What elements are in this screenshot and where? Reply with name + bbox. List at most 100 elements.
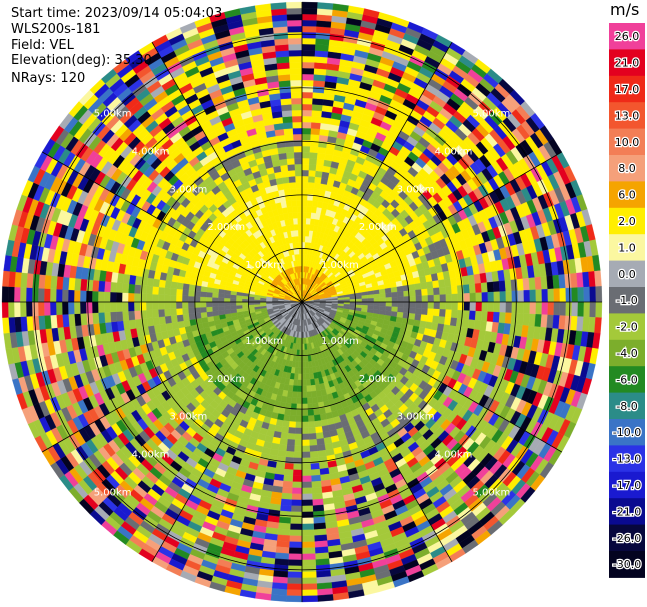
velocity-cell — [152, 309, 159, 318]
velocity-cell — [116, 282, 124, 293]
velocity-cell — [301, 415, 309, 423]
velocity-cell — [283, 128, 294, 136]
velocity-cell — [421, 288, 428, 296]
velocity-cell — [535, 289, 543, 303]
velocity-cell — [223, 297, 231, 303]
velocity-cell — [301, 67, 315, 75]
velocity-cell — [278, 152, 288, 160]
velocity-cell — [301, 547, 316, 555]
velocity-cell — [426, 281, 434, 289]
velocity-cell — [293, 145, 303, 153]
velocity-cell — [205, 306, 213, 313]
velocity-cell — [433, 301, 441, 310]
velocity-cell — [280, 432, 289, 440]
velocity-cell — [462, 310, 470, 320]
velocity-cell — [462, 284, 470, 294]
velocity-cell — [294, 163, 303, 171]
velocity-cell — [80, 313, 88, 326]
velocity-cell — [498, 312, 506, 324]
velocity-cell — [390, 286, 398, 293]
velocity-cell — [301, 541, 316, 549]
velocity-cell — [385, 292, 393, 298]
velocity-cell — [315, 164, 324, 172]
velocity-cell — [157, 294, 165, 303]
velocity-cell — [427, 288, 434, 296]
velocity-cell — [287, 433, 296, 440]
velocity-cell — [522, 313, 530, 326]
velocity-cell — [311, 396, 319, 404]
velocity-cell — [492, 281, 500, 293]
velocity-cell — [397, 301, 405, 308]
velocity-cell — [301, 505, 314, 513]
velocity-cell — [290, 79, 303, 87]
velocity-cell — [301, 487, 313, 495]
velocity-cell — [146, 317, 155, 327]
velocity-cell — [175, 295, 183, 303]
velocity-cell — [279, 86, 292, 94]
velocity-cell — [291, 487, 303, 495]
velocity-cell — [291, 493, 303, 501]
velocity-cell — [291, 205, 298, 213]
velocity-cell — [313, 528, 327, 536]
velocity-cell — [292, 475, 303, 483]
velocity-cell — [282, 420, 290, 428]
velocity-cell — [505, 301, 513, 314]
velocity-cell — [288, 218, 295, 226]
velocity-cell — [409, 307, 417, 315]
velocity-cell — [308, 427, 316, 434]
velocity-cell — [523, 289, 531, 303]
velocity-cell — [286, 158, 295, 165]
velocity-cell — [292, 121, 303, 129]
velocity-cell — [297, 211, 303, 219]
velocity-cell — [121, 292, 129, 303]
velocity-cell — [295, 421, 303, 429]
velocity-cell — [286, 206, 293, 214]
velocity-cell — [289, 61, 303, 69]
velocity-cell — [285, 451, 295, 458]
velocity-cell — [229, 298, 237, 303]
velocity-cell — [277, 146, 287, 155]
velocity-cell — [306, 211, 312, 219]
velocity-cell — [280, 498, 292, 506]
velocity-cell — [67, 301, 75, 315]
velocity-cell — [309, 378, 316, 386]
velocity-cell — [116, 311, 124, 322]
velocity-cell — [86, 312, 94, 325]
velocity-cell — [289, 182, 297, 189]
velocity-cell — [301, 451, 311, 459]
velocity-cell — [474, 310, 482, 321]
velocity-cell — [176, 308, 183, 316]
velocity-cell — [301, 163, 310, 171]
velocity-cell — [516, 313, 524, 326]
velocity-cell — [301, 367, 306, 375]
velocity-cell — [282, 116, 293, 124]
velocity-cell — [304, 361, 310, 369]
velocity-cell — [415, 307, 422, 315]
velocity-cell — [307, 409, 315, 417]
velocity-cell — [187, 295, 195, 303]
velocity-cell — [301, 181, 309, 189]
velocity-cell — [211, 292, 219, 298]
velocity-cell — [176, 282, 184, 290]
velocity-cell — [301, 109, 313, 117]
velocity-cell — [522, 278, 530, 291]
velocity-cell — [516, 278, 524, 291]
velocity-cell — [74, 278, 82, 291]
velocity-cell — [301, 493, 313, 501]
velocity-cell — [164, 287, 171, 296]
velocity-cell — [312, 92, 325, 100]
velocity-cell — [169, 294, 177, 303]
velocity-cell — [296, 199, 303, 207]
velocity-cell — [421, 301, 429, 309]
velocity-cell — [279, 504, 292, 512]
velocity-cell — [211, 306, 219, 312]
velocity-cell — [301, 373, 307, 381]
velocity-cell — [103, 291, 111, 303]
velocity-cell — [373, 297, 381, 303]
velocity-cell — [290, 517, 303, 525]
velocity-cell — [291, 109, 303, 117]
velocity-cell — [301, 175, 309, 183]
velocity-cell — [313, 414, 321, 422]
velocity-cell — [80, 278, 88, 291]
velocity-cell — [445, 309, 452, 318]
